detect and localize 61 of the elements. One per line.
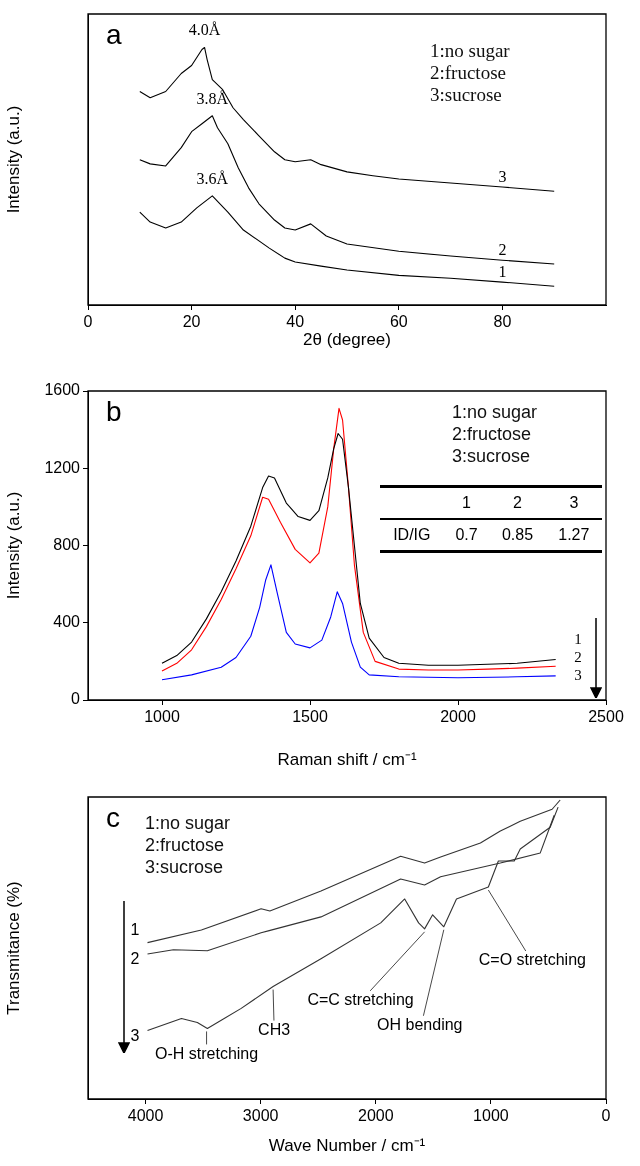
annotation: 1:no sugar [452, 402, 538, 423]
y-axis-title: Intensity (a.u.) [3, 105, 23, 214]
x-tick-label: 2500 [588, 708, 624, 726]
x-axis-title: Wave Number / cm⁻¹ [268, 1136, 426, 1156]
annotation: 1:no sugar [430, 40, 510, 62]
x-tick-label: 1500 [292, 708, 328, 726]
x-tick-label: 2000 [440, 708, 476, 726]
annotation: O-H stretching [154, 1044, 259, 1062]
x-tick-label: 0 [83, 313, 93, 331]
annotation: ID/IG [392, 525, 432, 545]
x-tick-label: 60 [389, 313, 408, 331]
annotation: C=O stretching [478, 951, 586, 969]
annotation: 3.6Å [196, 169, 229, 187]
series-label: 2 [498, 241, 507, 259]
annotation: 2 [512, 493, 523, 513]
y-tick-label: 400 [53, 613, 81, 631]
x-tick-label: 1000 [473, 1107, 509, 1125]
x-tick-label: 80 [493, 313, 512, 331]
y-tick-label: 800 [53, 535, 81, 553]
x-tick-label: 20 [182, 313, 201, 331]
annotation: 2:fructose [145, 835, 225, 856]
annotation: C=C stretching [307, 991, 414, 1009]
series-label: 2 [574, 648, 582, 665]
annotation: OH bending [377, 1016, 463, 1034]
annotation: 1.27 [557, 525, 591, 545]
annotation: 1 [461, 493, 472, 513]
x-tick-label: 3000 [242, 1107, 279, 1125]
annotation: 2:fructose [430, 62, 506, 84]
annotation: 3:sucrose [452, 446, 531, 467]
x-tick-label: 40 [286, 313, 305, 331]
y-tick-label: 1200 [44, 458, 81, 476]
series-label: 3 [130, 1026, 140, 1044]
x-tick-label: 4000 [127, 1107, 164, 1125]
annotation: 0.85 [500, 525, 535, 545]
annotation: 2:fructose [452, 424, 532, 445]
x-tick-label: 1000 [144, 708, 180, 726]
y-tick-label: 0 [71, 690, 81, 708]
chart-title: a [106, 19, 122, 50]
series-label: 1 [130, 921, 140, 939]
y-tick-label: 1600 [44, 381, 81, 399]
series-label: 1 [498, 263, 507, 281]
x-tick-label: 0 [601, 1107, 611, 1125]
annotation: 3:sucrose [145, 857, 224, 878]
annotation: 3:sucrose [430, 84, 502, 106]
y-axis-title: Transmitance (%) [3, 881, 23, 1015]
y-axis-title: Intensity (a.u.) [3, 491, 23, 600]
x-axis-title: 2θ (degree) [303, 330, 391, 350]
x-axis-title: Raman shift / cm⁻¹ [277, 750, 417, 770]
annotation: CH3 [258, 1020, 291, 1038]
annotation: 1:no sugar [145, 813, 231, 834]
series-label: 2 [130, 950, 140, 968]
annotation: 3 [568, 493, 580, 513]
series-label: 1 [574, 630, 582, 647]
annotation: 0.7 [454, 525, 479, 545]
series-label: 3 [574, 666, 582, 683]
series-label: 3 [498, 168, 507, 186]
annotation: 3.8Å [196, 89, 229, 107]
chart-title: c [106, 802, 120, 833]
x-tick-label: 2000 [357, 1107, 394, 1125]
chart-title: b [106, 396, 122, 427]
annotation: 4.0Å [188, 21, 221, 39]
